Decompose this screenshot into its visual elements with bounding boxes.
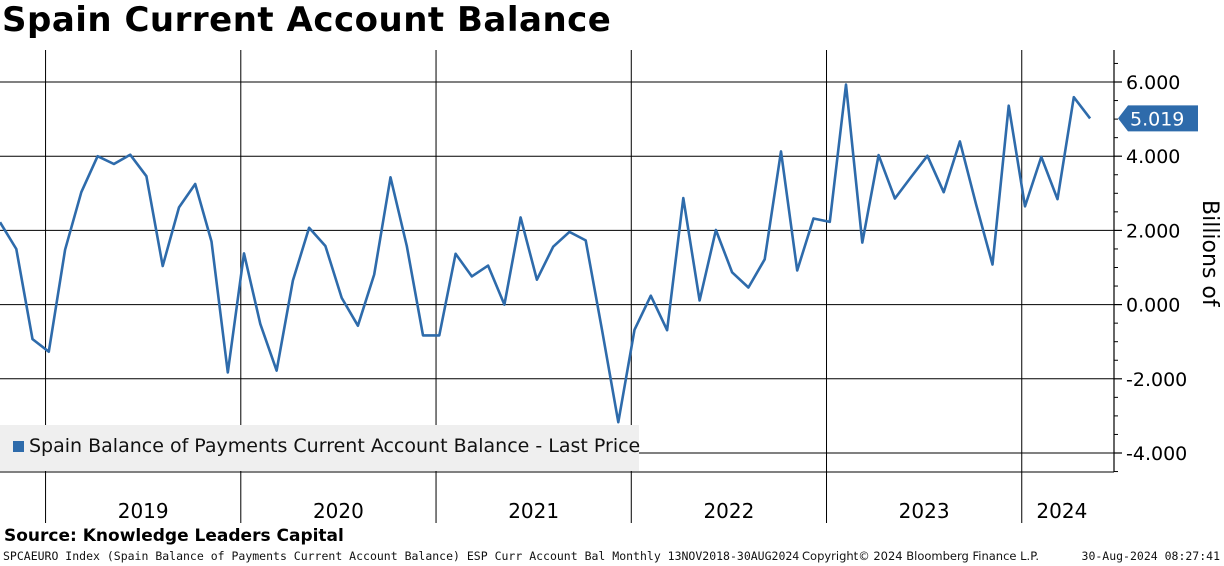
last-value-marker: 5.019 bbox=[1118, 105, 1198, 132]
year-labels: 2019 2020 2021 2022 2023 2024 bbox=[118, 499, 1088, 523]
footer-copyright: Copyright© 2024 Bloomberg Finance L.P. bbox=[802, 549, 1039, 563]
series-line bbox=[0, 83, 1092, 424]
legend: Spain Balance of Payments Current Accoun… bbox=[0, 425, 641, 471]
y-tick-label: -2.000 bbox=[1126, 369, 1187, 391]
last-value-badge bbox=[1118, 105, 1198, 132]
y-tick-label: 2.000 bbox=[1126, 220, 1180, 242]
y-tick-label: 6.000 bbox=[1126, 72, 1180, 94]
source-note: Source: Knowledge Leaders Capital bbox=[4, 526, 344, 546]
year-label: 2020 bbox=[313, 499, 364, 523]
axes bbox=[0, 50, 1115, 473]
year-label: 2021 bbox=[508, 499, 559, 523]
y-tick-label: -4.000 bbox=[1126, 443, 1187, 465]
y-axis-label: Billions of bbox=[1197, 200, 1222, 307]
y-ticks: 6.000 4.000 2.000 0.000 -2.000 -4.000 bbox=[1114, 62, 1187, 473]
y-tick-label: 4.000 bbox=[1126, 146, 1180, 168]
footer-timestamp: 30-Aug-2024 08:27:41 bbox=[1081, 549, 1220, 563]
chart-title: Spain Current Account Balance bbox=[2, 0, 612, 40]
year-label: 2022 bbox=[703, 499, 754, 523]
last-value-label: 5.019 bbox=[1130, 108, 1184, 130]
legend-label: Spain Balance of Payments Current Accoun… bbox=[29, 435, 641, 457]
year-label: 2024 bbox=[1036, 499, 1087, 523]
y-tick-label: 0.000 bbox=[1126, 295, 1180, 317]
year-label: 2019 bbox=[118, 499, 169, 523]
legend-swatch bbox=[13, 441, 24, 452]
year-label: 2023 bbox=[899, 499, 950, 523]
footer-description: SPCAEURO Index (Spain Balance of Payment… bbox=[3, 549, 800, 563]
